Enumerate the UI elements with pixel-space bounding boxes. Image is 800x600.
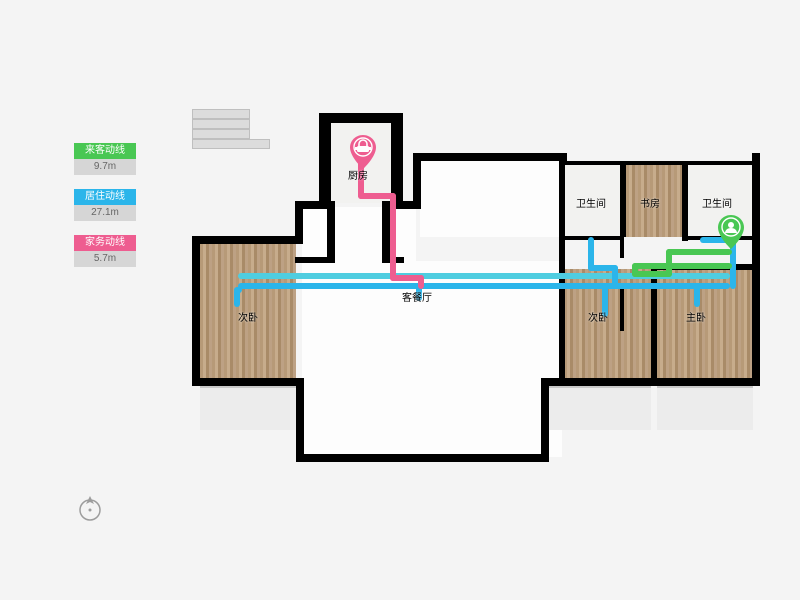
- room-label: 次卧: [238, 309, 258, 324]
- wall: [296, 454, 549, 462]
- wall: [620, 283, 624, 331]
- wall: [559, 161, 760, 165]
- room-label: 厨房: [348, 167, 368, 182]
- legend-item-living: 居住动线 27.1m: [74, 189, 136, 221]
- legend-value: 5.7m: [74, 251, 136, 267]
- wall: [620, 161, 626, 237]
- wall: [752, 153, 760, 241]
- flow-segment: [238, 283, 730, 289]
- wall: [559, 236, 565, 384]
- wall: [682, 161, 688, 241]
- legend-value: 9.7m: [74, 159, 136, 175]
- wall: [296, 378, 304, 462]
- room-label: 书房: [640, 195, 660, 210]
- legend-label: 家务动线: [74, 235, 136, 251]
- flow-segment: [694, 283, 700, 307]
- wall: [651, 264, 657, 384]
- interior-fill: [420, 161, 560, 237]
- legend-label: 居住动线: [74, 189, 136, 205]
- balcony: [200, 386, 296, 430]
- compass-icon: [76, 494, 104, 522]
- legend-value: 27.1m: [74, 205, 136, 221]
- room-label: 卫生间: [702, 195, 732, 210]
- window-sill: [192, 119, 250, 129]
- window-sill: [192, 129, 250, 139]
- flow-segment: [418, 275, 424, 289]
- room-label: 卫生间: [576, 195, 606, 210]
- wall: [192, 378, 304, 386]
- kitchen-marker-icon: [350, 135, 376, 169]
- balcony: [657, 386, 753, 430]
- window-sill: [192, 109, 250, 119]
- person-marker-icon: [718, 215, 744, 249]
- wall: [192, 236, 200, 384]
- flow-segment: [632, 263, 732, 269]
- balcony: [549, 386, 651, 430]
- flow-segment: [390, 193, 396, 281]
- interior-fill: [302, 261, 562, 457]
- wall: [319, 117, 331, 209]
- room-label: 主卧: [686, 309, 706, 324]
- wall: [541, 378, 549, 462]
- wall: [327, 201, 335, 263]
- window-sill: [192, 139, 270, 149]
- interior-fill: [302, 207, 416, 263]
- wall: [192, 236, 302, 244]
- wall: [413, 153, 421, 209]
- wall: [559, 161, 565, 237]
- wall: [382, 201, 390, 263]
- flow-segment: [666, 249, 732, 255]
- floor-plan: 厨房卫生间 书房 卫生间客餐厅次卧 次卧 主卧: [192, 109, 760, 465]
- flow-segment: [612, 265, 618, 289]
- wall: [752, 235, 760, 384]
- room-label: 次卧: [588, 309, 608, 324]
- legend: 来客动线 9.7m 居住动线 27.1m 家务动线 5.7m: [74, 143, 136, 281]
- wall: [295, 257, 335, 263]
- room-label: 客餐厅: [402, 289, 432, 304]
- legend-label: 来客动线: [74, 143, 136, 159]
- legend-item-housework: 家务动线 5.7m: [74, 235, 136, 267]
- legend-item-guest: 来客动线 9.7m: [74, 143, 136, 175]
- wall: [413, 153, 567, 161]
